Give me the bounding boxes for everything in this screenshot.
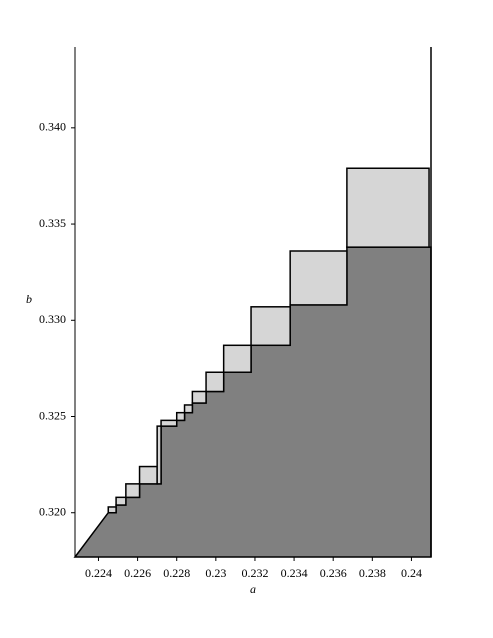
x-tick-label: 0.226 xyxy=(124,566,151,580)
box xyxy=(160,419,178,427)
box xyxy=(107,506,117,514)
x-tick-label: 0.228 xyxy=(163,566,190,580)
box xyxy=(115,496,127,506)
x-tick-label: 0.238 xyxy=(359,566,386,580)
box xyxy=(289,250,348,306)
x-tick-label: 0.234 xyxy=(281,566,308,580)
y-tick-label: 0.340 xyxy=(39,120,66,134)
box xyxy=(175,411,186,422)
box xyxy=(138,465,158,485)
y-tick-label: 0.325 xyxy=(39,408,66,422)
x-tick-label: 0.224 xyxy=(85,566,112,580)
box xyxy=(191,390,207,404)
y-tick-label: 0.335 xyxy=(39,216,66,230)
box xyxy=(125,483,141,499)
x-tick-label: 0.232 xyxy=(241,566,268,580)
box xyxy=(250,306,291,347)
box xyxy=(183,404,194,414)
y-tick-label: 0.320 xyxy=(39,504,66,518)
x-axis-label: a xyxy=(250,582,256,596)
x-tick-label: 0.23 xyxy=(205,566,226,580)
box xyxy=(205,371,225,393)
box xyxy=(156,425,162,485)
box xyxy=(346,167,430,248)
x-tick-label: 0.236 xyxy=(320,566,347,580)
y-axis-label: b xyxy=(26,292,32,306)
region xyxy=(73,246,432,558)
y-tick-label: 0.330 xyxy=(39,312,66,326)
x-tick-label: 0.24 xyxy=(401,566,422,580)
box xyxy=(222,344,252,373)
